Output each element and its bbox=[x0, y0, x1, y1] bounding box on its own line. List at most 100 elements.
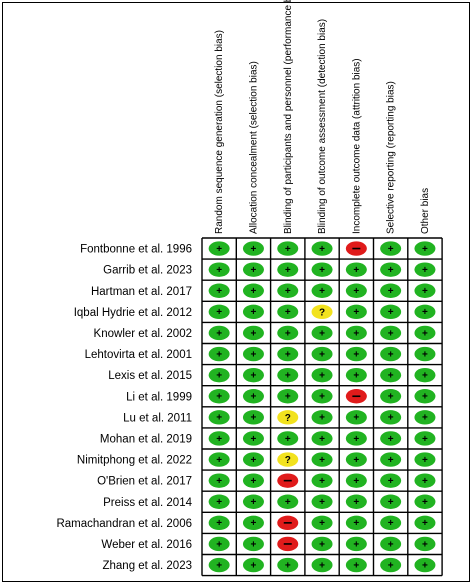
plus-symbol: + bbox=[388, 286, 394, 297]
rating-high-risk bbox=[277, 473, 299, 488]
rating-unclear-risk: ? bbox=[277, 410, 299, 425]
plus-symbol: + bbox=[216, 497, 222, 508]
rating-circle bbox=[208, 241, 230, 256]
rating-low-risk: + bbox=[208, 389, 230, 404]
rating-circle bbox=[311, 431, 333, 446]
rating-circle bbox=[277, 431, 299, 446]
rating-low-risk: + bbox=[242, 367, 264, 383]
plus-symbol: + bbox=[388, 349, 394, 360]
rating-circle bbox=[380, 346, 402, 362]
rating-low-risk: + bbox=[242, 325, 264, 341]
rating-circle bbox=[345, 410, 367, 425]
minus-symbol bbox=[283, 479, 292, 482]
column-header-2: Allocation concealment (selection bias) bbox=[248, 61, 259, 234]
rating-low-risk: + bbox=[414, 283, 436, 298]
plus-symbol: + bbox=[216, 265, 222, 276]
grid-lines bbox=[201, 237, 443, 577]
rating-low-risk: + bbox=[414, 494, 436, 509]
rating-unclear-risk: ? bbox=[311, 304, 333, 320]
plus-symbol: + bbox=[422, 307, 428, 318]
rating-circle bbox=[414, 346, 436, 362]
rating-circle bbox=[208, 304, 230, 320]
plus-symbol: + bbox=[388, 392, 394, 403]
rating-circle bbox=[414, 325, 436, 341]
rating-low-risk: + bbox=[414, 557, 436, 573]
plus-symbol: + bbox=[251, 349, 257, 360]
plus-symbol: + bbox=[285, 434, 291, 445]
rating-low-risk: + bbox=[242, 410, 264, 425]
rating-circle bbox=[242, 367, 264, 383]
plus-symbol: + bbox=[388, 265, 394, 276]
rating-circle bbox=[414, 515, 436, 531]
rating-circle bbox=[380, 431, 402, 446]
plus-symbol: + bbox=[319, 413, 325, 424]
plus-symbol: + bbox=[422, 560, 428, 571]
rating-circle bbox=[380, 389, 402, 404]
rating-circle bbox=[208, 325, 230, 341]
rating-low-risk: + bbox=[345, 515, 367, 531]
plus-symbol: + bbox=[353, 370, 359, 381]
column-header-3: Blinding of participants and personnel (… bbox=[283, 0, 294, 234]
rating-circle bbox=[242, 346, 264, 362]
rating-low-risk: + bbox=[277, 283, 299, 298]
rating-low-risk: + bbox=[277, 367, 299, 383]
plus-symbol: + bbox=[388, 434, 394, 445]
rating-low-risk: + bbox=[208, 536, 230, 552]
rating-circle bbox=[414, 494, 436, 509]
rating-circle bbox=[242, 494, 264, 509]
rating-low-risk: + bbox=[380, 241, 402, 256]
rating-circle bbox=[380, 515, 402, 531]
rating-circle bbox=[380, 262, 402, 277]
study-label: Nimitphong et al. 2022 bbox=[77, 455, 192, 467]
rating-low-risk: + bbox=[345, 494, 367, 509]
rating-low-risk: + bbox=[380, 367, 402, 383]
rating-low-risk: + bbox=[208, 557, 230, 573]
rating-low-risk: + bbox=[242, 452, 264, 467]
rating-circle bbox=[380, 452, 402, 467]
column-header-5: Incomplete outcome data (attrition bias) bbox=[351, 58, 362, 234]
minus-symbol bbox=[283, 543, 292, 545]
rating-circle bbox=[414, 410, 436, 425]
plus-symbol: + bbox=[422, 476, 428, 487]
plus-symbol: + bbox=[388, 497, 394, 508]
study-label: Ramachandran et al. 2006 bbox=[56, 518, 192, 530]
rating-low-risk: + bbox=[380, 262, 402, 277]
rating-circle bbox=[311, 536, 333, 552]
rating-low-risk: + bbox=[345, 325, 367, 341]
rating-low-risk: + bbox=[242, 262, 264, 277]
rating-low-risk: + bbox=[345, 536, 367, 552]
rating-low-risk: + bbox=[380, 452, 402, 467]
study-label: Lehtovirta et al. 2001 bbox=[85, 349, 192, 361]
rating-circle bbox=[242, 515, 264, 531]
plus-symbol: + bbox=[353, 539, 359, 550]
rating-low-risk: + bbox=[380, 431, 402, 446]
plus-symbol: + bbox=[353, 413, 359, 424]
plus-symbol: + bbox=[353, 307, 359, 318]
minus-symbol bbox=[283, 522, 292, 524]
rating-circle bbox=[208, 536, 230, 552]
rating-low-risk: + bbox=[242, 241, 264, 256]
rating-low-risk: + bbox=[311, 262, 333, 277]
plus-symbol: + bbox=[319, 497, 325, 508]
rating-circle bbox=[208, 515, 230, 531]
plus-symbol: + bbox=[388, 518, 394, 529]
rating-low-risk: + bbox=[414, 325, 436, 341]
rating-circle bbox=[380, 367, 402, 383]
rating-low-risk: + bbox=[208, 473, 230, 488]
rating-low-risk: + bbox=[414, 389, 436, 404]
plus-symbol: + bbox=[285, 560, 291, 571]
rating-circle bbox=[311, 473, 333, 488]
plus-symbol: + bbox=[319, 328, 325, 339]
rating-circle bbox=[242, 536, 264, 552]
rating-low-risk: + bbox=[345, 304, 367, 320]
rating-circle bbox=[242, 262, 264, 277]
study-label: Weber et al. 2016 bbox=[101, 539, 192, 551]
plus-symbol: + bbox=[285, 286, 291, 297]
rating-low-risk: + bbox=[208, 452, 230, 467]
plus-symbol: + bbox=[422, 539, 428, 550]
rating-circle bbox=[208, 367, 230, 383]
rating-circle bbox=[345, 346, 367, 362]
rating-circle bbox=[345, 304, 367, 320]
question-symbol: ? bbox=[319, 307, 325, 318]
rating-low-risk: + bbox=[277, 241, 299, 256]
